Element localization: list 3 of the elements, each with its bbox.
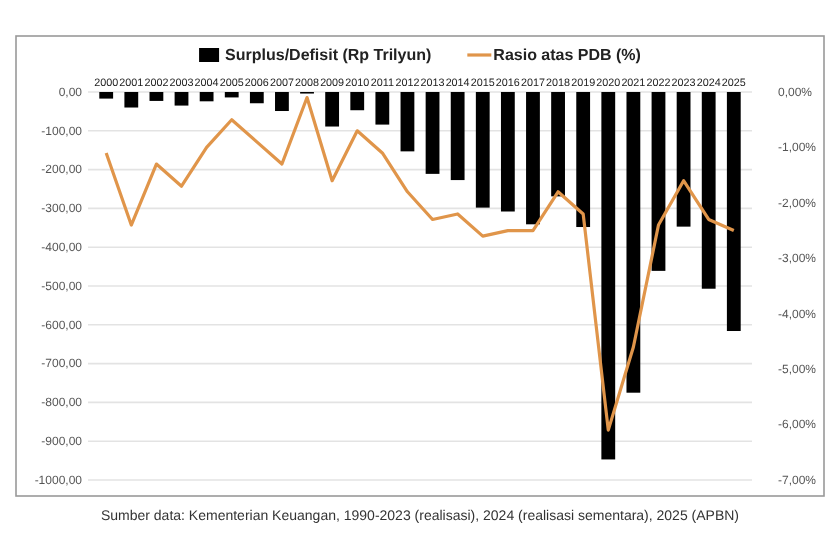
legend-label: Rasio atas PDB (%) [493, 46, 642, 64]
line-series [104, 95, 736, 432]
legend-label: Surplus/Defisit (Rp Trilyun) [225, 46, 432, 64]
